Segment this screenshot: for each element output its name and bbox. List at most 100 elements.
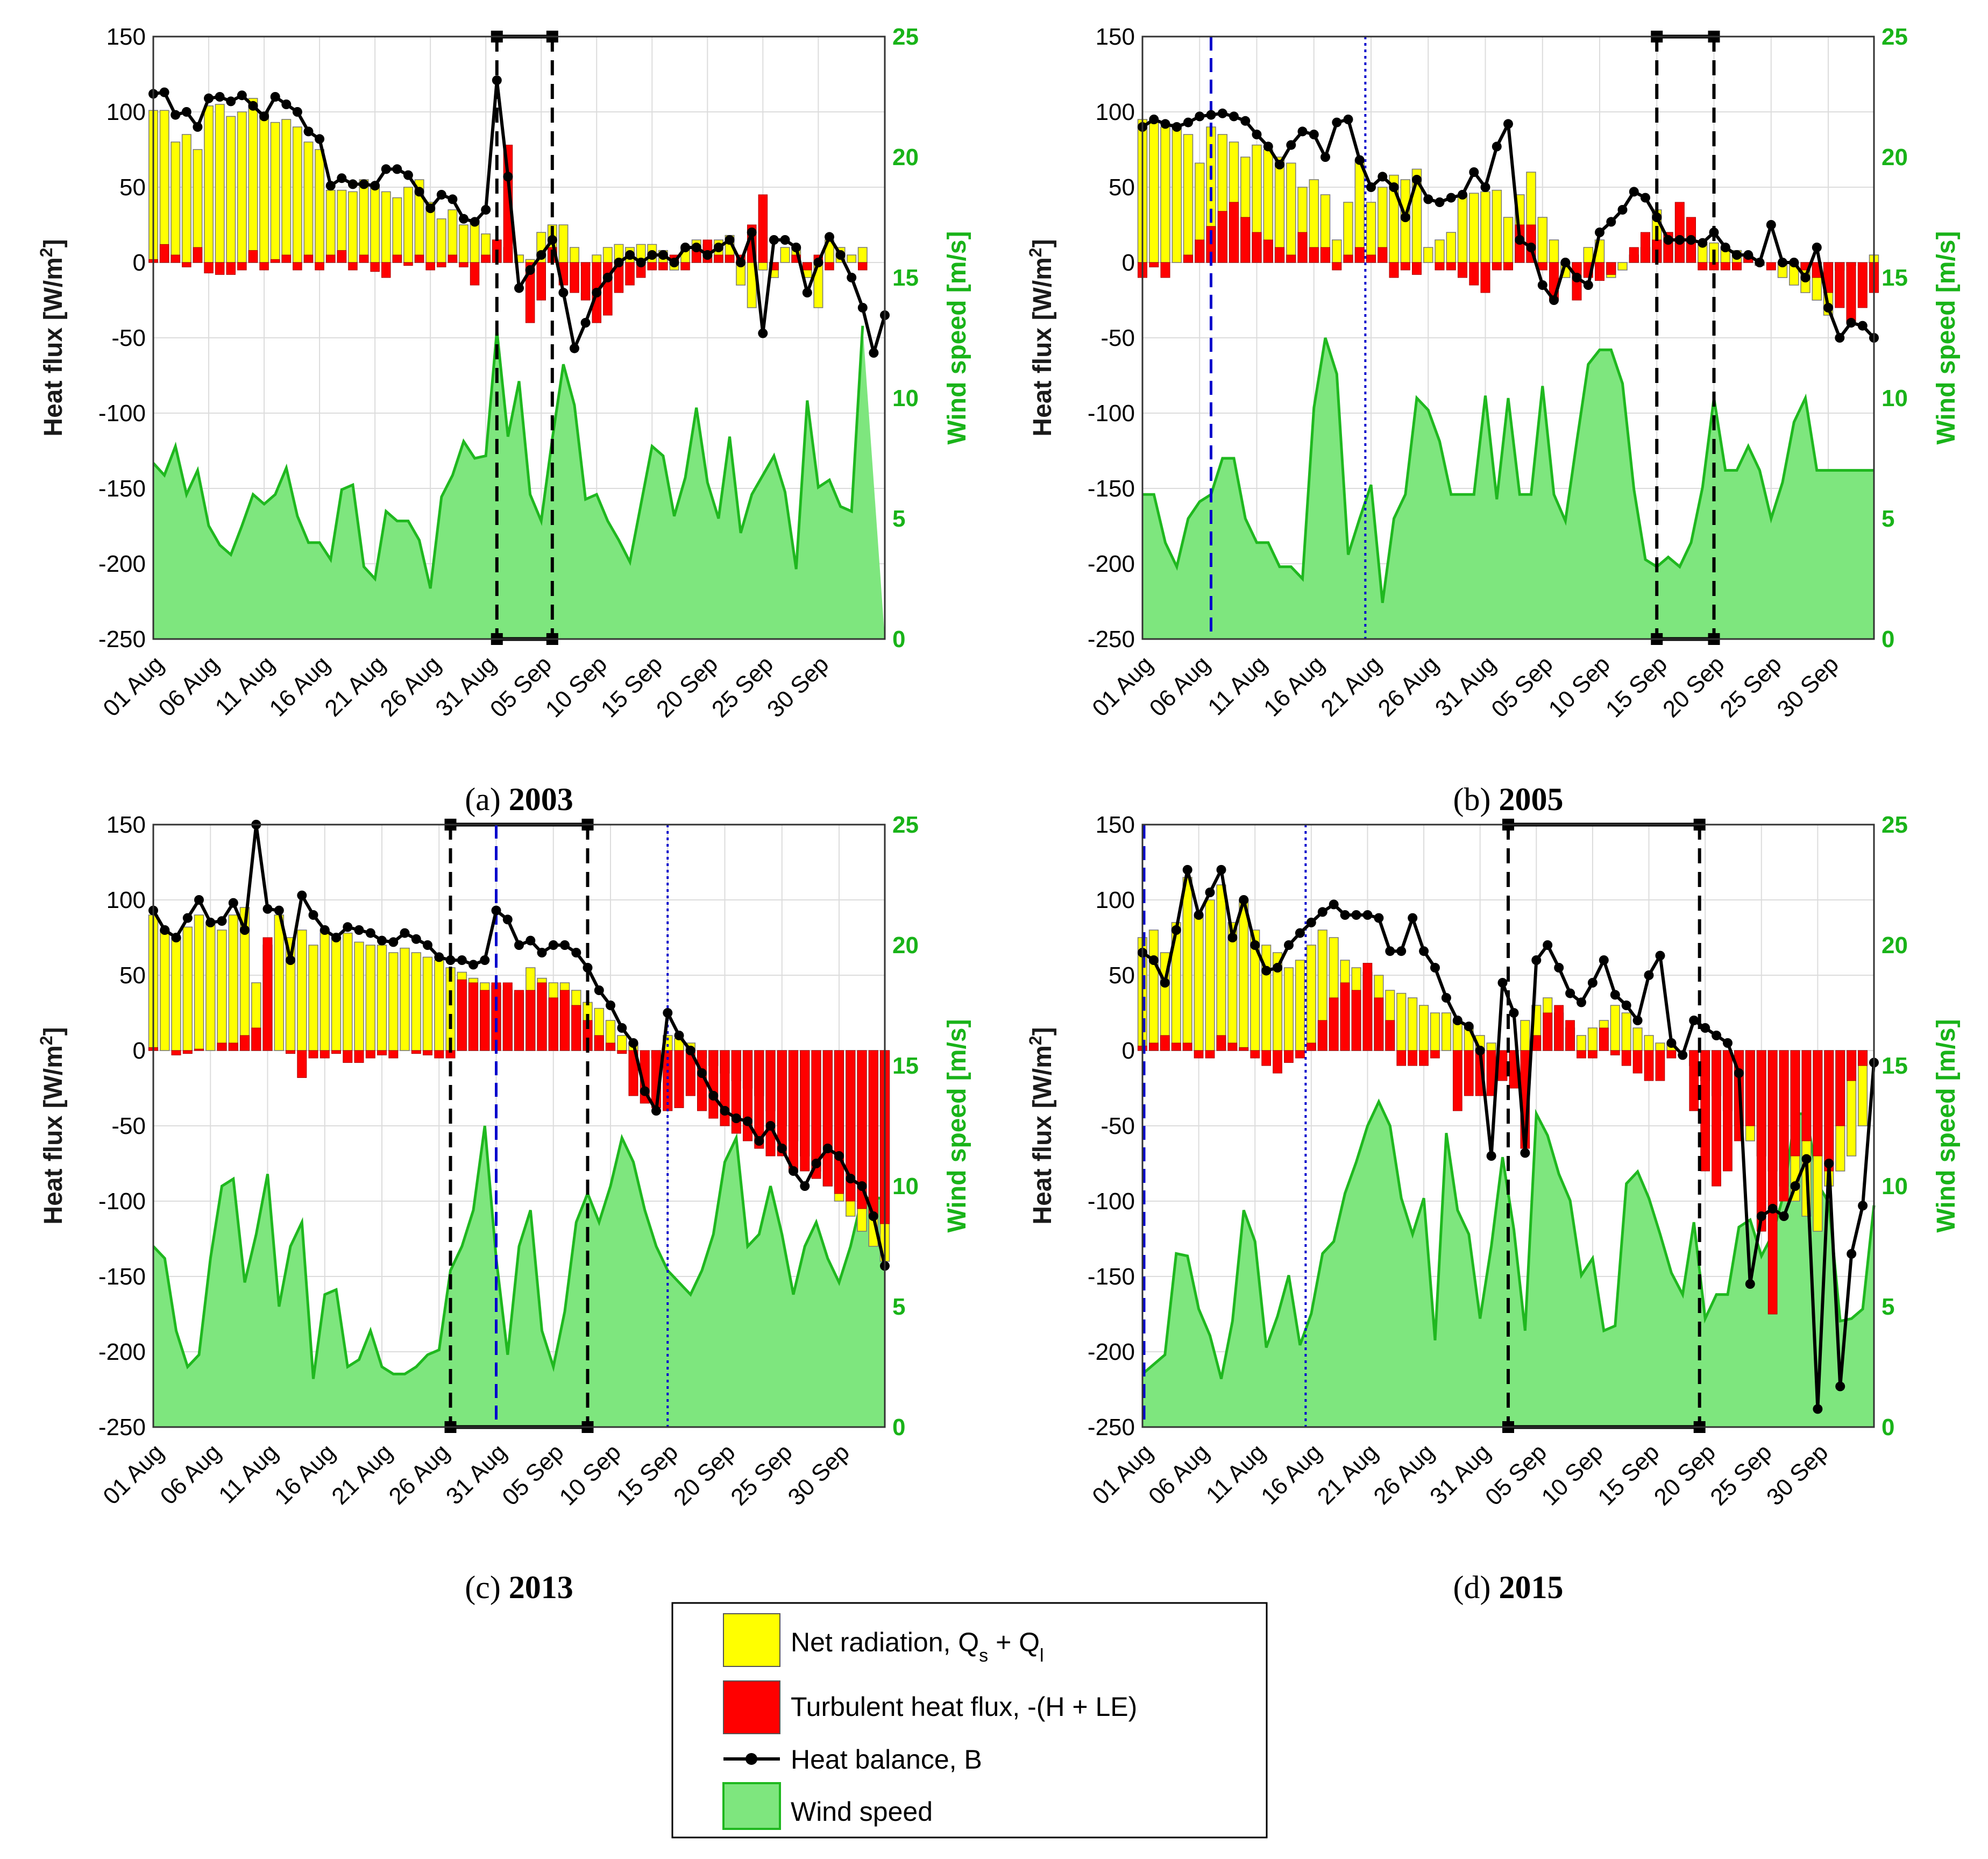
balance-point: [1503, 119, 1513, 129]
turbulent-bar: [1801, 1050, 1812, 1141]
turbulent-bar: [1216, 1035, 1226, 1051]
net-radiation-bar: [1306, 945, 1316, 1051]
turbulent-bar: [293, 262, 302, 271]
x-tick-label: 21 Aug: [1312, 1439, 1383, 1510]
net-radiation-bar: [1469, 193, 1479, 263]
y-tick-label: -100: [98, 1188, 146, 1215]
balance-point: [425, 203, 436, 214]
x-tick-label: 06 Aug: [155, 1439, 226, 1510]
balance-point: [592, 288, 602, 297]
y2-tick-label: 20: [892, 932, 919, 959]
turbulent-bar: [215, 262, 225, 275]
net-radiation-bar: [381, 191, 391, 263]
balance-point: [1148, 955, 1159, 965]
turbulent-bar: [1205, 1050, 1215, 1059]
balance-point: [747, 228, 757, 237]
net-radiation-bar: [1583, 247, 1594, 263]
net-radiation-bar: [1343, 202, 1353, 263]
y-axis-label: Heat flux [W/m2]: [37, 1027, 68, 1224]
turbulent-bar: [1250, 1050, 1260, 1059]
turbulent-bar: [1400, 262, 1410, 271]
balance-point: [789, 1166, 798, 1176]
balance-point: [1835, 333, 1845, 343]
balance-point: [1400, 212, 1410, 222]
balance-point: [846, 1174, 856, 1183]
turbulent-bar: [1554, 1005, 1564, 1051]
balance-point: [1252, 130, 1262, 139]
balance-point: [1812, 243, 1822, 252]
balance-point: [193, 122, 203, 132]
turbulent-bar: [388, 1050, 399, 1059]
panel-caption: (c) 2013: [465, 1570, 573, 1605]
balance-point: [811, 1159, 821, 1168]
balance-point: [181, 107, 191, 117]
net-radiation-bar: [1172, 123, 1182, 263]
balance-point: [1317, 907, 1327, 917]
y-tick-label: -50: [111, 325, 146, 351]
turbulent-bar: [628, 1050, 638, 1096]
y-tick-label: -50: [1100, 325, 1135, 351]
turbulent-bar: [714, 254, 723, 263]
legend-label-wind: Wind speed: [791, 1797, 933, 1827]
balance-point: [822, 1144, 833, 1153]
turbulent-bar: [403, 262, 413, 266]
balance-point: [1171, 925, 1181, 935]
net-radiation-bar: [1418, 1005, 1429, 1051]
balance-point: [583, 963, 593, 973]
x-tick-label: 16 Aug: [269, 1439, 340, 1510]
turbulent-bar: [580, 262, 591, 301]
balance-point: [160, 925, 170, 935]
balance-point: [1480, 182, 1490, 192]
net-radiation-bar: [320, 930, 330, 1051]
balance-point: [1239, 895, 1249, 905]
turbulent-bar: [1813, 1050, 1823, 1156]
balance-point: [1286, 140, 1296, 150]
net-radiation-bar: [181, 134, 191, 263]
balance-point: [370, 181, 380, 191]
balance-point: [571, 948, 581, 957]
net-radiation-bar: [400, 947, 410, 1051]
balance-point: [325, 181, 336, 191]
y-tick-label: -200: [1088, 551, 1135, 577]
balance-point: [480, 955, 490, 965]
x-tick-label: 25 Sep: [1715, 651, 1786, 722]
x-tick-label: 05 Sep: [485, 651, 557, 722]
net-radiation-bar: [1644, 1035, 1654, 1051]
balance-point: [731, 1113, 741, 1123]
turbulent-bar: [1343, 254, 1353, 263]
net-radiation-bar: [315, 149, 325, 263]
x-tick-label: 21 Aug: [1316, 651, 1387, 722]
balance-point: [457, 955, 467, 965]
legend-label-turbulent: Turbulent heat flux, -(H + LE): [791, 1692, 1137, 1722]
balance-point: [1572, 273, 1582, 282]
balance-point: [400, 928, 410, 938]
net-radiation-bar: [1446, 232, 1457, 263]
net-radiation-bar: [388, 952, 399, 1051]
balance-point: [769, 235, 779, 245]
turbulent-bar: [674, 1050, 684, 1108]
balance-point: [758, 328, 768, 338]
turbulent-bar: [1284, 1050, 1294, 1063]
y-tick-label: 50: [119, 174, 146, 201]
balance-point: [1366, 182, 1376, 192]
turbulent-bar: [337, 250, 347, 263]
balance-point: [1309, 130, 1319, 139]
balance-point: [423, 940, 432, 950]
turbulent-bar: [354, 1050, 364, 1063]
y2-tick-label: 0: [892, 1414, 905, 1441]
balance-point: [1766, 220, 1776, 230]
balance-point: [1160, 978, 1170, 988]
balance-point: [1629, 187, 1639, 197]
balance-point: [1779, 1211, 1789, 1221]
balance-point: [1396, 946, 1407, 956]
x-tick-label: 06 Aug: [1145, 651, 1216, 722]
balance-point: [514, 940, 524, 950]
balance-point: [614, 258, 624, 267]
balance-point: [292, 107, 302, 117]
balance-point: [1351, 910, 1361, 920]
turbulent-bar: [331, 1050, 341, 1054]
net-radiation-bar: [331, 937, 342, 1051]
balance-point: [526, 935, 536, 946]
balance-point: [1430, 963, 1440, 973]
balance-point: [1577, 997, 1586, 1007]
